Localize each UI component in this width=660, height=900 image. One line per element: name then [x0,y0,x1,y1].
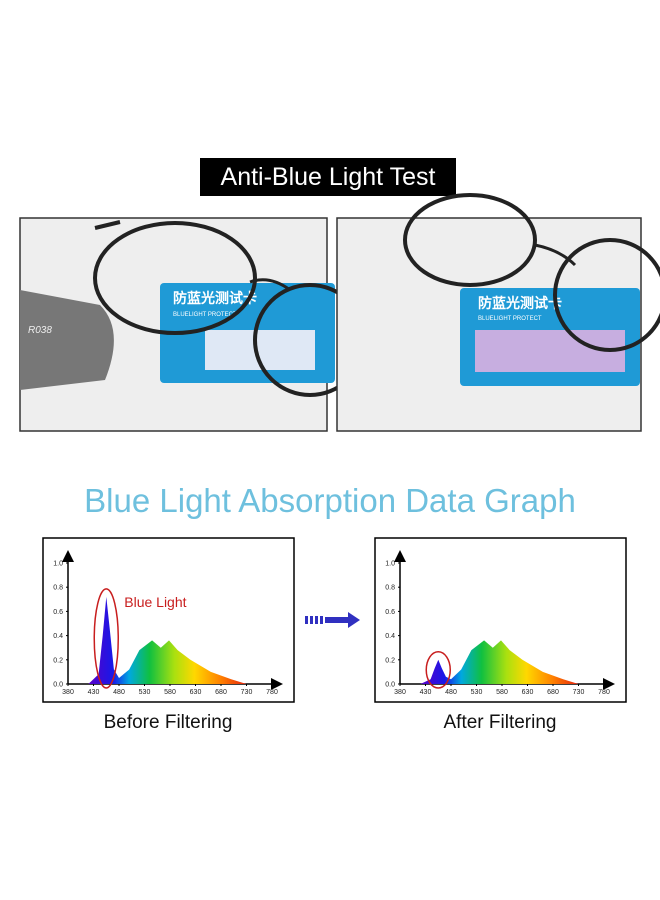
x-tick-label: 580 [496,689,508,696]
graph-title: Blue Light Absorption Data Graph [84,482,576,519]
y-tick-label: 0.8 [53,585,63,592]
x-tick-label: 380 [394,689,406,696]
x-tick-label: 530 [139,689,151,696]
highlight-ring [425,651,451,689]
card-subtitle: BLUELIGHT PROTECT [173,312,237,318]
x-tick-label: 480 [113,689,125,696]
y-tick-label: 1.0 [53,561,63,568]
x-tick-label: 780 [598,689,610,696]
card-subtitle: BLUELIGHT PROTECT [478,316,542,322]
y-tick-label: 0.0 [53,682,63,689]
y-tick-label: 0.4 [53,633,63,640]
chart-caption: Before Filtering [104,712,233,733]
y-tick-label: 1.0 [385,561,395,568]
x-tick-label: 480 [445,689,457,696]
spectrum-area [420,640,579,684]
x-tick-label: 430 [88,689,100,696]
x-tick-label: 530 [471,689,483,696]
x-tick-label: 680 [547,689,559,696]
card-title: 防蓝光测试卡 [478,295,562,311]
chart-caption: After Filtering [444,712,557,733]
flow-arrow [305,612,360,628]
spectrum-area [88,596,247,684]
x-tick-label: 780 [266,689,278,696]
y-tick-label: 0.6 [385,609,395,616]
y-tick-label: 0.6 [53,609,63,616]
x-tick-label: 730 [573,689,585,696]
torch-label: R038 [28,325,52,336]
photo-right: 防蓝光测试卡 BLUELIGHT PROTECT [336,193,660,432]
annotation: Blue Light [124,594,186,610]
photo-left: 防蓝光测试卡 BLUELIGHT PROTECT R038 [19,217,367,432]
y-tick-label: 0.0 [385,682,395,689]
page-title: Anti-Blue Light Test [221,163,436,191]
y-tick-label: 0.2 [385,657,395,664]
y-tick-label: 0.2 [53,657,63,664]
title-box [200,158,456,196]
y-tick-label: 0.8 [385,585,395,592]
highlight-ring [93,588,119,689]
x-tick-label: 630 [190,689,202,696]
x-tick-label: 680 [215,689,227,696]
x-tick-label: 630 [522,689,534,696]
card-title: 防蓝光测试卡 [173,290,257,306]
x-tick-label: 430 [420,689,432,696]
x-tick-label: 730 [241,689,253,696]
y-tick-label: 0.4 [385,633,395,640]
x-tick-label: 580 [164,689,176,696]
x-tick-label: 380 [62,689,74,696]
